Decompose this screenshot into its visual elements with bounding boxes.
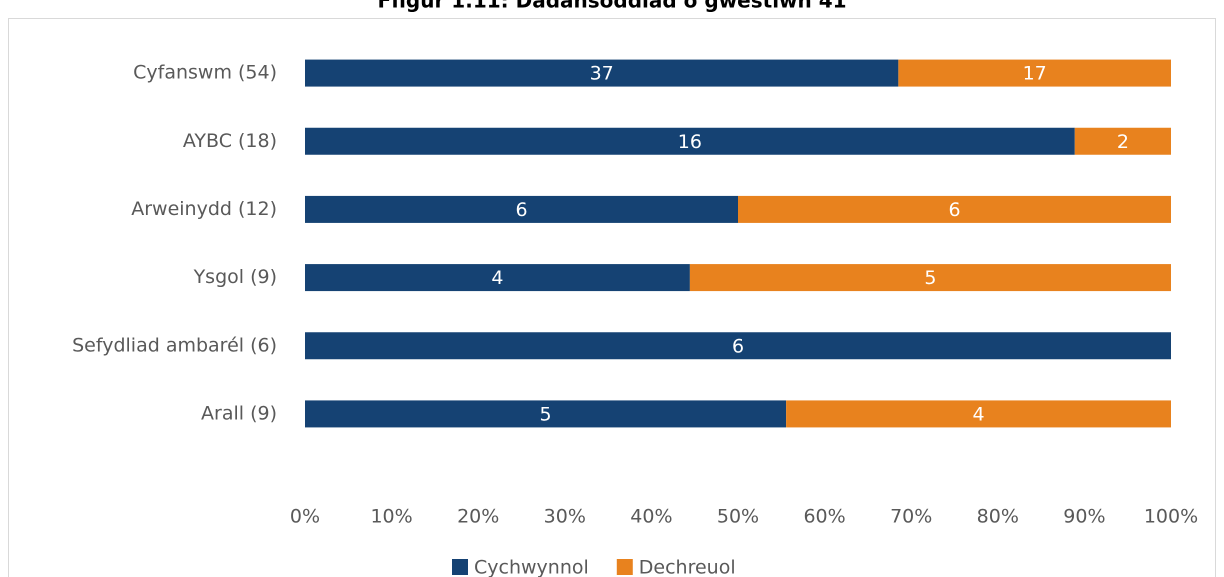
chart-title: Ffigur 1.11: Dadansoddiad o gwestiwn 41: [377, 0, 846, 13]
y-tick-label: Sefydliad ambarél (6): [72, 334, 277, 356]
x-tick-label: 60%: [803, 506, 845, 528]
x-tick-label: 80%: [977, 506, 1019, 528]
data-label: 16: [678, 131, 702, 153]
bar-segment: [1074, 127, 1171, 155]
x-tick-label: 10%: [370, 506, 412, 528]
data-label: 6: [948, 199, 960, 221]
legend-swatch: [616, 559, 633, 575]
y-tick-label: Cyfanswm (54): [133, 62, 277, 84]
y-tick-label: Ysgol (9): [193, 266, 277, 288]
x-tick-label: 0%: [290, 506, 320, 528]
data-label: 5: [540, 403, 552, 425]
data-label: 6: [732, 335, 744, 357]
x-tick-label: 30%: [544, 506, 586, 528]
bar-segment: [738, 195, 1171, 223]
legend-label: Dechreuol: [639, 557, 736, 577]
y-tick-label: Arweinydd (12): [131, 198, 277, 220]
legend-swatch: [452, 559, 468, 575]
chart-border: [8, 18, 1216, 577]
bar-segment: [898, 59, 1171, 87]
bar-segment: [689, 264, 1171, 292]
bar-segment: [305, 59, 899, 87]
bar-segment: [305, 195, 738, 223]
legend-label: Cychwynnol: [474, 557, 589, 577]
data-label: 4: [973, 403, 985, 425]
x-tick-label: 40%: [630, 506, 672, 528]
data-label: 2: [1117, 131, 1129, 153]
x-tick-label: 50%: [717, 506, 759, 528]
x-tick-label: 90%: [1063, 506, 1105, 528]
bar-segment: [786, 400, 1171, 428]
data-label: 37: [590, 63, 614, 85]
data-label: 5: [924, 267, 936, 289]
data-label: 17: [1023, 63, 1047, 85]
bar-segment: [305, 127, 1075, 155]
data-label: 6: [515, 199, 527, 221]
y-tick-label: AYBC (18): [183, 130, 277, 152]
bar-segment: [305, 332, 1171, 360]
x-tick-label: 100%: [1144, 506, 1198, 528]
x-tick-label: 20%: [457, 506, 499, 528]
x-tick-label: 70%: [890, 506, 932, 528]
bar-segment: [305, 264, 690, 292]
y-tick-label: Arall (9): [201, 402, 277, 424]
data-label: 4: [491, 267, 503, 289]
bar-segment: [305, 400, 787, 428]
